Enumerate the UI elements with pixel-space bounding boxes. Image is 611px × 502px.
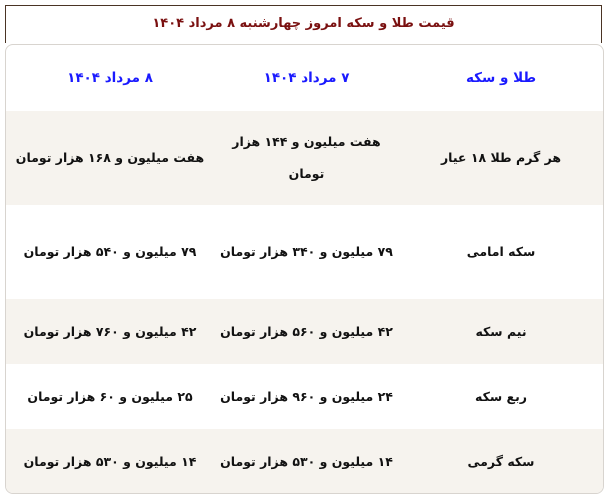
- price-day8: هفت میلیون و ۱۶۸ هزار تومان: [15, 150, 205, 165]
- page-title: قیمت طلا و سکه امروز چهارشنبه ۸ مرداد ۱۴…: [5, 5, 602, 43]
- item-name: سکه گرمی: [467, 454, 535, 469]
- table-header-row: طلا و سکه ۷ مرداد ۱۴۰۴ ۸ مرداد ۱۴۰۴: [6, 45, 603, 111]
- table-row: سکه امامی ۷۹ میلیون و ۳۴۰ هزار تومان ۷۹ …: [6, 205, 603, 299]
- table-row: ربع سکه ۲۴ میلیون و ۹۶۰ هزار تومان ۲۵ می…: [6, 364, 603, 429]
- header-item: طلا و سکه: [465, 70, 537, 86]
- price-day7: ۲۴ میلیون و ۹۶۰ هزار تومان: [220, 388, 393, 404]
- price-day7: ۴۲ میلیون و ۵۶۰ هزار تومان: [220, 323, 393, 339]
- header-date-7: ۷ مرداد ۱۴۰۴: [263, 70, 350, 86]
- header-date-8: ۸ مرداد ۱۴۰۴: [67, 70, 153, 86]
- item-name: ربع سکه: [475, 388, 527, 404]
- price-day7: ۱۴ میلیون و ۵۳۰ هزار تومان: [220, 454, 393, 469]
- item-name: سکه امامی: [466, 244, 536, 259]
- price-day8: ۲۵ میلیون و ۶۰ هزار تومان: [27, 388, 193, 404]
- price-day8: ۴۲ میلیون و ۷۶۰ هزار تومان: [23, 323, 197, 339]
- table-row: نیم سکه ۴۲ میلیون و ۵۶۰ هزار تومان ۴۲ می…: [6, 299, 603, 364]
- price-day8: ۷۹ میلیون و ۵۴۰ هزار تومان: [23, 244, 197, 259]
- item-name: هر گرم طلا ۱۸ عیار: [440, 150, 562, 165]
- price-day7: هفت میلیون و ۱۴۴ هزار تومان: [232, 134, 381, 181]
- table-row: سکه گرمی ۱۴ میلیون و ۵۳۰ هزار تومان ۱۴ م…: [6, 429, 603, 493]
- price-day7: ۷۹ میلیون و ۳۴۰ هزار تومان: [220, 244, 393, 259]
- price-table: طلا و سکه ۷ مرداد ۱۴۰۴ ۸ مرداد ۱۴۰۴ هر گ…: [5, 44, 604, 494]
- item-name: نیم سکه: [475, 323, 527, 339]
- price-day8: ۱۴ میلیون و ۵۳۰ هزار تومان: [23, 454, 197, 469]
- table-row: هر گرم طلا ۱۸ عیار هفت میلیون و ۱۴۴ هزار…: [6, 111, 603, 205]
